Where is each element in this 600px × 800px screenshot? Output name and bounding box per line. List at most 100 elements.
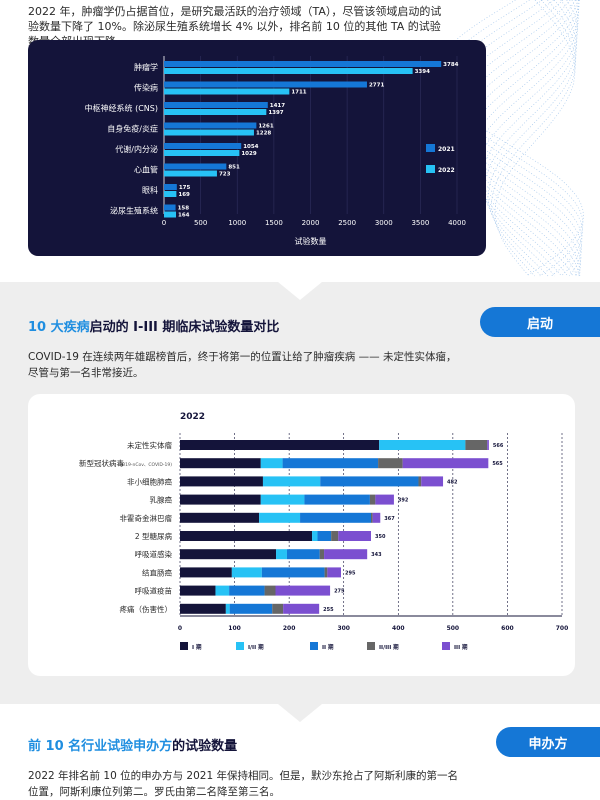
bar-segment-III 期: [402, 458, 489, 469]
category-label: 非霍奇金淋巴瘤: [120, 513, 173, 523]
disease-stacked-bar-chart: 2022 0 100 200 300 400 500 600 700 未定性实体瘤 566 新型冠状病…: [79, 412, 568, 651]
data-label: 3394: [415, 69, 430, 75]
category-label: 泌尿生殖系统: [110, 206, 158, 216]
category-label: 未定性实体瘤: [127, 440, 172, 450]
x-tick-label: 0: [162, 219, 166, 227]
bar-2021: [164, 143, 242, 149]
bar-segment-II 期: [317, 531, 332, 541]
data-label: 723: [219, 172, 231, 178]
x-tick-label: 0: [178, 625, 182, 632]
x-tick-label: 3500: [411, 219, 429, 227]
legend-label: I/II 期: [248, 643, 264, 651]
bar-2022: [164, 211, 177, 218]
x-tick-label: 2000: [302, 219, 320, 227]
bar-2022: [164, 150, 240, 156]
legend-swatch-II/III 期: [367, 642, 375, 650]
bar-segment-II/III 期: [418, 476, 422, 487]
disease-paragraph: COVID-19 在连续两年雄踞榜首后，终于将第一的位置让给了肿瘤疾病 —— 未…: [28, 351, 457, 379]
bar-segment-II 期: [261, 567, 325, 578]
data-label: 343: [371, 552, 382, 558]
data-label: 2771: [369, 83, 384, 89]
data-label: 565: [492, 461, 503, 467]
bar-segment-III 期: [375, 494, 394, 505]
bar-2022: [164, 68, 413, 74]
bar-segment-I 期: [180, 494, 261, 505]
chart-title: 2022: [180, 412, 205, 422]
x-tick-label: 2500: [338, 219, 356, 227]
bar-segment-II/III 期: [264, 585, 276, 596]
ta-chart-card: 0 500 1000 1500 2000 2500 3000 3500 4000 肿瘤学 3784 3…: [28, 40, 486, 256]
bar-2021: [164, 61, 442, 67]
bar-segment-II 期: [320, 476, 419, 487]
bar-2021: [164, 204, 176, 211]
category-label: 非小细胞肺癌: [127, 476, 172, 486]
category-label: 自身免疫/炎症: [107, 124, 158, 134]
data-label: 275: [334, 589, 345, 595]
bar-2022: [164, 191, 177, 197]
bar-segment-I/II 期: [262, 476, 321, 487]
bar-segment-I 期: [180, 603, 226, 614]
data-label: 164: [178, 213, 190, 219]
bar-segment-II 期: [229, 603, 273, 614]
x-tick-label: 500: [194, 219, 207, 227]
data-label: 3784: [443, 62, 458, 68]
bar-segment-II/III 期: [331, 531, 339, 541]
disease-section-title: 10 大疾病启动的 I-III 期临床试验数量对比: [28, 320, 280, 335]
bar-segment-I/II 期: [276, 549, 287, 560]
bar-segment-II 期: [282, 458, 379, 469]
category-label: 乳腺癌: [150, 495, 173, 505]
x-tick-label: 500: [447, 625, 460, 632]
category-label: 代谢/内分泌: [115, 144, 158, 154]
bar-segment-I 期: [180, 476, 263, 487]
bar-2021: [164, 122, 257, 129]
legend-swatch-I 期: [180, 642, 188, 650]
bar-segment-I 期: [180, 512, 260, 523]
x-tick-label: 200: [283, 625, 296, 632]
bar-segment-III 期: [421, 476, 444, 487]
data-label: 1397: [268, 110, 283, 116]
data-label: 392: [398, 498, 409, 504]
bar-segment-II 期: [300, 512, 371, 523]
data-label: 566: [493, 443, 504, 449]
start-pill-button[interactable]: 启动: [480, 307, 600, 337]
legend-label: II/III 期: [379, 643, 399, 651]
legend-label: 2021: [438, 146, 455, 153]
bar-segment-II/III 期: [371, 512, 373, 523]
x-tick-label: 400: [392, 625, 405, 632]
category-label: 心血管: [134, 165, 158, 175]
x-tick-label: 100: [228, 625, 241, 632]
bar-segment-I/II 期: [260, 458, 283, 469]
x-tick-label: 1500: [265, 219, 283, 227]
data-label: 158: [178, 206, 190, 212]
x-axis-title: 试验数量: [295, 236, 327, 246]
bar-segment-I/II 期: [231, 567, 262, 578]
bar-segment-III 期: [324, 549, 368, 560]
legend-label: II 期: [322, 643, 334, 651]
category-label: 中枢神经系统 (CNS): [85, 103, 158, 113]
bar-segment-I 期: [180, 440, 380, 450]
legend-swatch-I/II 期: [236, 642, 244, 650]
bar-segment-III 期: [327, 567, 341, 578]
bar-segment-I/II 期: [260, 494, 305, 505]
bar-segment-I/II 期: [225, 603, 230, 614]
data-label: 1228: [256, 131, 271, 137]
data-label: 255: [323, 607, 334, 613]
x-tick-label: 4000: [448, 219, 466, 227]
bar-2021: [164, 184, 177, 190]
bar-segment-I/II 期: [312, 531, 318, 541]
bar-segment-III 期: [275, 585, 331, 596]
data-label: 1054: [243, 144, 258, 150]
bar-segment-I 期: [180, 549, 277, 560]
section-notch: [278, 282, 322, 300]
sponsor-pill-button[interactable]: 申办方: [496, 727, 600, 757]
bar-segment-I/II 期: [215, 585, 230, 596]
legend-label: I 期: [192, 643, 202, 651]
legend-swatch-2022: [426, 165, 435, 173]
bar-segment-I 期: [180, 567, 232, 578]
data-label: 851: [228, 165, 240, 171]
data-label: 1261: [258, 124, 273, 130]
data-label: 169: [178, 192, 190, 198]
x-tick-label: 600: [501, 625, 514, 632]
bar-segment-I 期: [180, 531, 313, 541]
bar-segment-II/III 期: [378, 458, 403, 469]
